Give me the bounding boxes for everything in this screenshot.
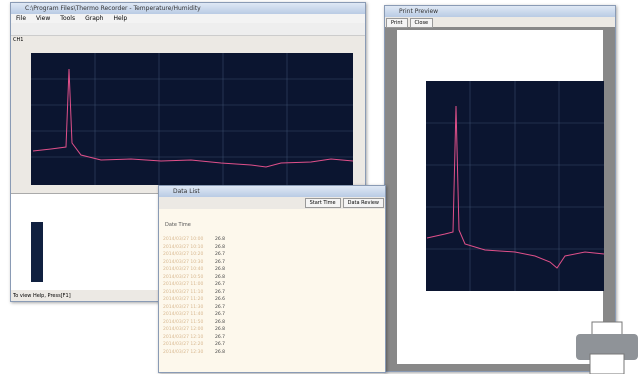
row: 2014/03/27 11:10 26.7 bbox=[163, 289, 225, 297]
toolbar bbox=[11, 23, 365, 36]
channel-label: CH1 bbox=[13, 37, 24, 43]
date-cell: 2014/03/27 10:00 bbox=[163, 237, 204, 242]
button[interactable]: Data Review bbox=[342, 198, 384, 208]
value-cell: 26.7 bbox=[215, 304, 226, 310]
value-cell: 26.8 bbox=[215, 267, 226, 272]
row: 2014/03/27 12:00 26.8 bbox=[163, 326, 225, 334]
date-cell: 2014/03/27 11:40 bbox=[163, 312, 204, 317]
value-cell: 26.8 bbox=[215, 274, 226, 280]
value-cell: 26.8 bbox=[215, 327, 226, 332]
preview-window: Print Preview Print Close bbox=[384, 5, 616, 372]
status-bar: To view Help, Press[F1] bbox=[13, 293, 71, 299]
row: 2014/03/27 11:00 26.7 bbox=[163, 281, 225, 289]
menu-item[interactable]: Graph bbox=[85, 15, 104, 22]
title-bar: Print Preview bbox=[385, 6, 615, 17]
button[interactable]: Start Time bbox=[304, 198, 341, 208]
date-cell: 2014/03/27 12:10 bbox=[163, 334, 204, 340]
channel-list bbox=[31, 222, 43, 282]
printer-icon bbox=[576, 321, 638, 374]
value-cell: 26.7 bbox=[215, 312, 226, 317]
date-cell: 2014/03/27 12:20 bbox=[163, 342, 204, 347]
row: 2014/03/27 10:30 26.7 bbox=[163, 259, 225, 267]
date-cell: 2014/03/27 11:00 bbox=[163, 282, 204, 287]
date-cell: 2014/03/27 10:30 bbox=[163, 259, 204, 265]
row: 2014/03/27 10:40 26.8 bbox=[163, 266, 225, 274]
date-cell: 2014/03/27 10:20 bbox=[163, 252, 204, 257]
rows: 2014/03/27 10:00 26.8 2014/03/27 10:10 26.8… bbox=[163, 236, 225, 356]
title-bar: Data List bbox=[159, 186, 385, 197]
date-cell: 2014/03/27 10:40 bbox=[163, 267, 204, 272]
row: 2014/03/27 10:20 26.7 bbox=[163, 251, 225, 259]
row: 2014/03/27 12:30 26.8 bbox=[163, 349, 225, 357]
trace bbox=[426, 105, 605, 269]
date-cell: 2014/03/27 12:00 bbox=[163, 327, 204, 332]
value-cell: 26.7 bbox=[215, 334, 226, 340]
date-cell: 2014/03/27 11:50 bbox=[163, 319, 204, 325]
button[interactable]: Print bbox=[386, 18, 408, 28]
row: 2014/03/27 12:20 26.7 bbox=[163, 341, 225, 349]
row: 2014/03/27 10:10 26.8 bbox=[163, 244, 225, 252]
date-cell: 2014/03/27 11:10 bbox=[163, 289, 204, 295]
value-cell: 26.7 bbox=[215, 289, 226, 295]
menu-item[interactable]: File bbox=[16, 15, 27, 22]
value-cell: 26.8 bbox=[215, 237, 226, 242]
grid bbox=[31, 53, 353, 185]
value-cell: 26.7 bbox=[215, 259, 226, 265]
value-cell: 26.8 bbox=[215, 349, 226, 355]
value-cell: 26.8 bbox=[215, 319, 226, 325]
preview-graph bbox=[426, 81, 605, 291]
value-cell: 26.7 bbox=[215, 342, 226, 347]
title-bar: C:\Program Files\Thermo Recorder - Tempe… bbox=[11, 3, 365, 14]
value-cell: 26.8 bbox=[215, 244, 226, 250]
menu-bar: File View Tools Graph Help bbox=[11, 14, 365, 23]
column-header: Date Time bbox=[165, 222, 191, 228]
row: 2014/03/27 12:10 26.7 bbox=[163, 334, 225, 342]
data-list-window: Data List Start Time Data Review Date Tim… bbox=[158, 185, 386, 373]
value-cell: 26.7 bbox=[215, 252, 226, 257]
menu-item[interactable]: View bbox=[36, 15, 51, 22]
row: 2014/03/27 11:30 26.7 bbox=[163, 304, 225, 312]
date-cell: 2014/03/27 11:20 bbox=[163, 297, 204, 302]
plot-area bbox=[31, 53, 353, 185]
date-cell: 2014/03/27 10:10 bbox=[163, 244, 204, 250]
data-toolbar: Start Time Data Review bbox=[159, 197, 385, 209]
row: 2014/03/27 11:40 26.7 bbox=[163, 311, 225, 319]
row: 2014/03/27 10:00 26.8 bbox=[163, 236, 225, 244]
menu-item[interactable]: Tools bbox=[60, 15, 76, 22]
value-cell: 26.7 bbox=[215, 282, 226, 287]
value-cell: 26.6 bbox=[215, 297, 226, 302]
preview-toolbar: Print Close bbox=[385, 17, 615, 28]
button[interactable]: Close bbox=[409, 18, 434, 28]
date-cell: 2014/03/27 12:30 bbox=[163, 349, 204, 355]
menu-item[interactable]: Help bbox=[113, 15, 128, 22]
row: 2014/03/27 11:20 26.6 bbox=[163, 296, 225, 304]
row: 2014/03/27 10:50 26.8 bbox=[163, 274, 225, 282]
date-cell: 2014/03/27 11:30 bbox=[163, 304, 204, 310]
trace bbox=[32, 68, 354, 168]
row: 2014/03/27 11:50 26.8 bbox=[163, 319, 225, 327]
date-cell: 2014/03/27 10:50 bbox=[163, 274, 204, 280]
graph bbox=[31, 53, 354, 185]
